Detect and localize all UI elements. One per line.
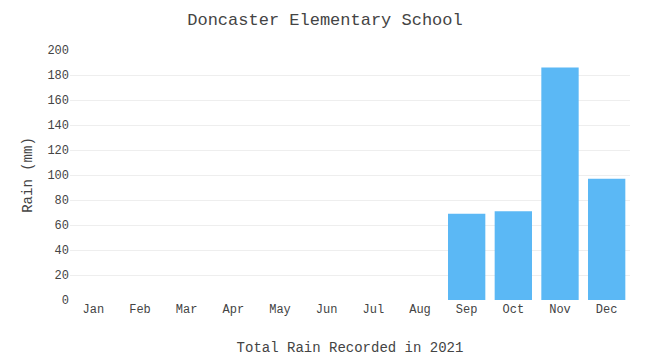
svg-text:160: 160 bbox=[47, 94, 69, 108]
svg-text:80: 80 bbox=[55, 194, 69, 208]
svg-text:20: 20 bbox=[55, 269, 69, 283]
svg-text:Sep: Sep bbox=[456, 303, 478, 317]
svg-text:Jun: Jun bbox=[316, 303, 338, 317]
svg-text:Jul: Jul bbox=[363, 303, 385, 317]
svg-text:Jan: Jan bbox=[83, 303, 105, 317]
svg-text:180: 180 bbox=[47, 69, 69, 83]
svg-text:Oct: Oct bbox=[503, 303, 525, 317]
svg-text:120: 120 bbox=[47, 144, 69, 158]
svg-text:May: May bbox=[269, 303, 291, 317]
svg-text:Aug: Aug bbox=[409, 303, 431, 317]
svg-text:Apr: Apr bbox=[223, 303, 245, 317]
svg-text:140: 140 bbox=[47, 119, 69, 133]
svg-text:40: 40 bbox=[55, 244, 69, 258]
svg-text:Total Rain Recorded in 2021: Total Rain Recorded in 2021 bbox=[237, 340, 464, 356]
svg-text:Rain (mm): Rain (mm) bbox=[20, 137, 36, 213]
svg-text:200: 200 bbox=[47, 44, 69, 58]
svg-text:0: 0 bbox=[62, 294, 69, 308]
svg-text:Dec: Dec bbox=[596, 303, 618, 317]
svg-text:60: 60 bbox=[55, 219, 69, 233]
svg-text:Nov: Nov bbox=[549, 303, 571, 317]
svg-text:Mar: Mar bbox=[176, 303, 198, 317]
svg-text:100: 100 bbox=[47, 169, 69, 183]
svg-text:Doncaster Elementary School: Doncaster Elementary School bbox=[187, 11, 462, 30]
svg-text:Feb: Feb bbox=[129, 303, 151, 317]
